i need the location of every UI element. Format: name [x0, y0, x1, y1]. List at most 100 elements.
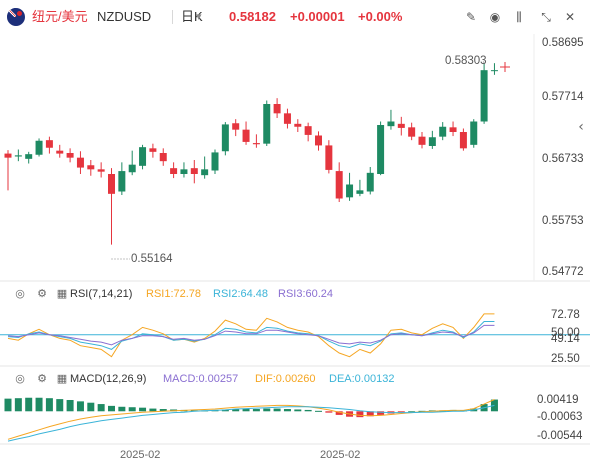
rsi3-value: RSI3:60.24 — [278, 288, 334, 300]
dif-value: DIF:0.00260 — [255, 373, 316, 385]
period-high-label: 0.58303 — [445, 55, 487, 67]
candle-body — [490, 70, 498, 72]
candle-body — [14, 155, 22, 157]
candle-body — [346, 184, 354, 198]
candle-body — [170, 168, 178, 174]
period-dropdown-icon[interactable]: ▾ — [196, 11, 202, 23]
candle-body — [273, 104, 281, 114]
macd-bar — [139, 407, 147, 412]
rsi-tick-1: 72.78 — [551, 309, 580, 321]
candle-body — [480, 70, 488, 122]
drawing-tool-icon[interactable]: ✎ — [465, 10, 477, 24]
pair-name[interactable]: 纽元/美元 — [32, 9, 88, 24]
price-tick-2: 0.57714 — [542, 91, 584, 103]
candle-body — [304, 126, 312, 135]
eye-icon[interactable]: ◉ — [489, 10, 501, 24]
macd-title[interactable]: MACD(12,26,9) — [70, 373, 147, 385]
candle-body — [25, 154, 33, 159]
period-selector[interactable]: 日K — [181, 9, 203, 24]
candle-body — [232, 123, 240, 130]
candle-body — [325, 145, 333, 170]
candle-body — [470, 121, 478, 145]
macd-bar — [159, 409, 167, 412]
candle-body — [315, 135, 322, 146]
price-tick-5: 0.54772 — [542, 266, 584, 278]
macd-bar — [273, 408, 281, 412]
macd-bar — [87, 402, 95, 412]
rsi-line-rsi3 — [7, 324, 495, 346]
last-price: 0.58182 — [229, 9, 276, 24]
indicator-menu-icon[interactable]: ▦ — [56, 287, 68, 300]
candle-body — [283, 113, 291, 124]
candle-body — [335, 171, 343, 199]
macd-bar — [25, 397, 33, 412]
macd-bar — [14, 398, 22, 412]
rsi-tick-4: 25.50 — [551, 353, 580, 365]
price-tick-3: 0.56733 — [542, 153, 584, 165]
candle-body — [87, 165, 95, 170]
candle-body — [190, 168, 198, 174]
macd-tick-2: -0.00063 — [537, 411, 583, 423]
macd-bar — [377, 411, 385, 415]
close-icon[interactable]: ✕ — [564, 10, 576, 24]
candle-body — [66, 153, 74, 158]
candle-body — [418, 136, 426, 145]
candle-body — [294, 123, 302, 127]
rsi-tick-3: 49.14 — [551, 333, 580, 345]
macd-bar — [118, 406, 126, 412]
settings-icon[interactable]: ⚙ — [37, 372, 47, 385]
candle-body — [108, 174, 115, 194]
rsi1-value: RSI1:72.78 — [146, 288, 202, 300]
chart-header: 纽元/美元 NZDUSD 日K ▾ 0.58182 +0.00001 +0.00… — [0, 0, 590, 34]
macd-bar — [149, 408, 157, 412]
candle-body — [242, 129, 250, 142]
candle-body — [221, 124, 229, 152]
candle-body — [201, 169, 209, 176]
dea-value: DEA:0.00132 — [329, 373, 395, 385]
candle-body — [76, 157, 84, 168]
candle-body — [377, 125, 385, 174]
macd-bar — [283, 409, 291, 412]
macd-value: MACD:0.00257 — [163, 373, 239, 385]
macd-bar — [242, 409, 250, 412]
price-tick-1: 0.58695 — [542, 37, 584, 49]
collapse-icon[interactable]: ⤡ — [541, 10, 551, 24]
macd-bar — [356, 411, 364, 418]
candle-body — [356, 190, 364, 194]
macd-bar — [263, 408, 271, 412]
candle-body — [428, 137, 436, 146]
candle-body — [35, 140, 43, 155]
macd-bar — [408, 411, 416, 413]
macd-bar — [397, 411, 405, 413]
candle-body — [408, 127, 416, 137]
candles-icon[interactable]: ⫼ — [516, 10, 522, 24]
rsi-title[interactable]: RSI(7,14,21) — [70, 288, 133, 300]
candle-body — [387, 121, 395, 127]
indicator-menu-icon[interactable]: ▦ — [56, 372, 68, 385]
candle-body — [180, 169, 188, 174]
candle-body — [118, 171, 126, 192]
macd-bar — [45, 398, 53, 412]
expand-panel-icon[interactable]: ‹ — [578, 119, 584, 135]
macd-bar — [76, 401, 84, 412]
candle-body — [4, 153, 12, 158]
macd-bar — [66, 400, 74, 412]
candle-body — [263, 104, 271, 144]
macd-bar — [108, 405, 115, 412]
eye-icon[interactable]: ◎ — [15, 287, 25, 300]
candle-body — [211, 152, 219, 171]
candle-body — [97, 169, 105, 172]
settings-icon[interactable]: ⚙ — [37, 287, 47, 300]
candle-body — [159, 153, 167, 162]
price-change: +0.00001 — [290, 9, 345, 24]
macd-bar — [232, 409, 240, 412]
macd-bar — [35, 397, 43, 412]
macd-bar — [97, 404, 105, 412]
macd-bar — [304, 409, 312, 412]
symbol-code: NZDUSD — [97, 9, 152, 24]
eye-icon[interactable]: ◎ — [15, 372, 25, 385]
candle-body — [397, 123, 405, 128]
candle-body — [366, 172, 374, 192]
macd-bar — [4, 398, 12, 412]
candle-body — [449, 127, 457, 132]
